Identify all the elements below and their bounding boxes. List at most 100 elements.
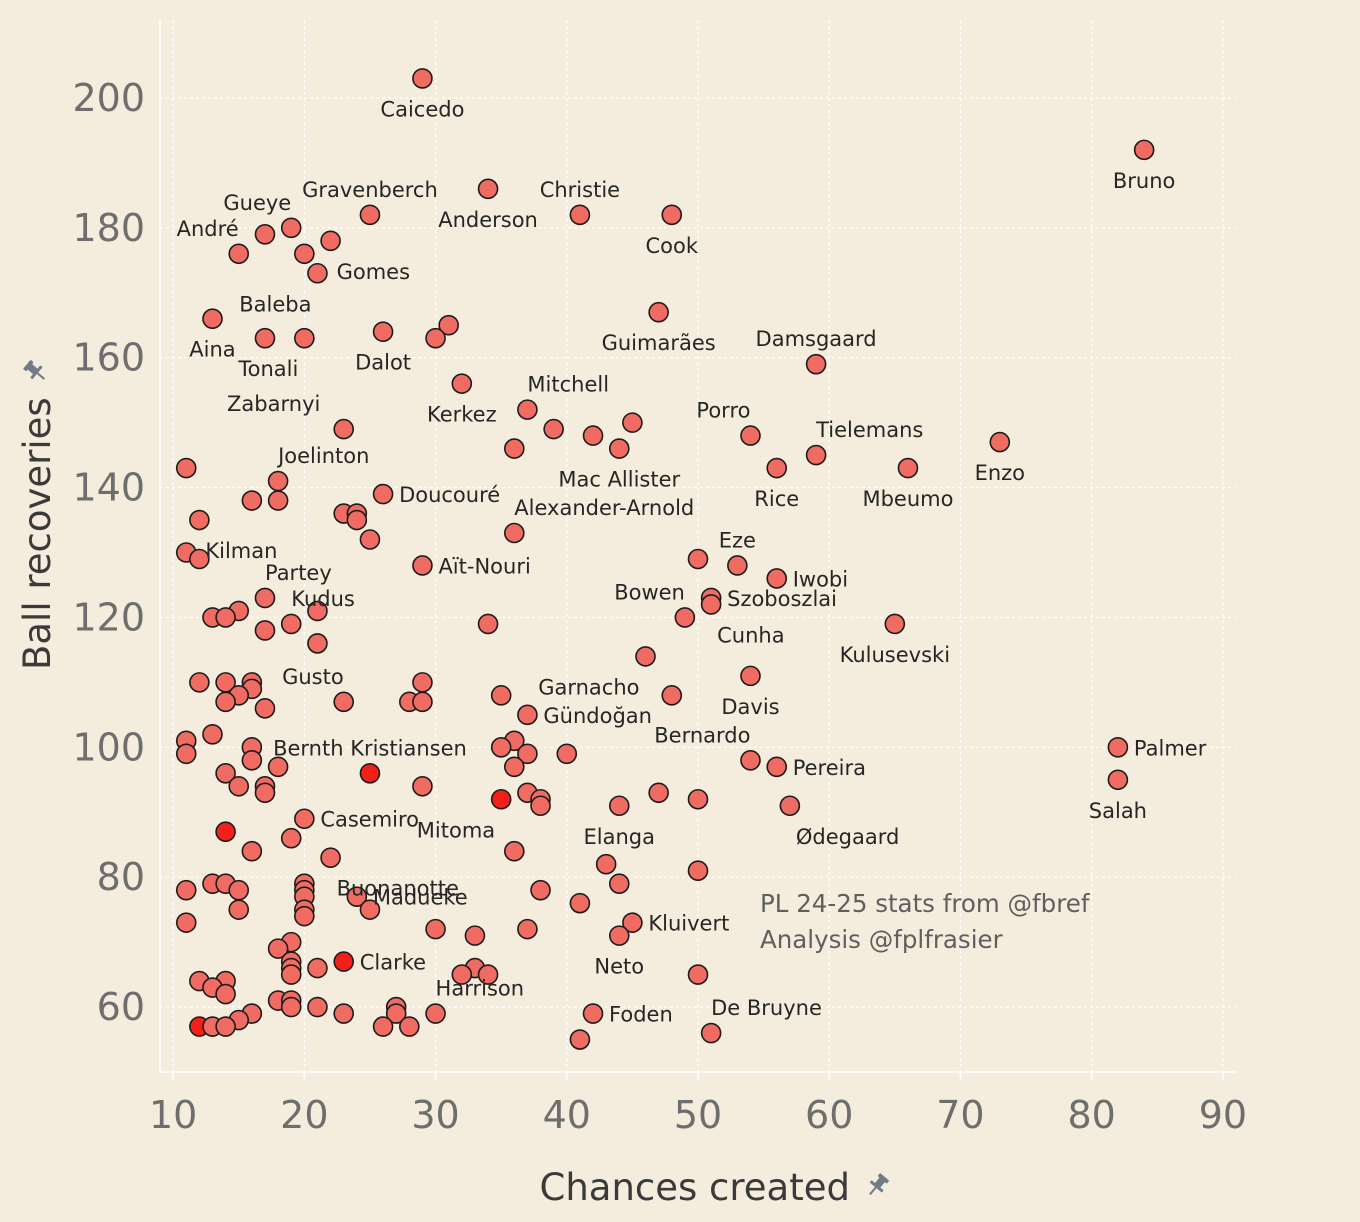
y-axis-title[interactable]: Ball recoveries [16, 397, 59, 670]
data-point[interactable] [333, 418, 355, 440]
data-point[interactable] [294, 905, 315, 927]
data-point[interactable] [280, 964, 302, 985]
data-point[interactable] [241, 840, 263, 862]
data-point[interactable] [294, 808, 315, 830]
data-point[interactable] [175, 912, 197, 933]
data-point[interactable] [215, 762, 236, 784]
data-point[interactable] [700, 1022, 722, 1044]
data-point[interactable] [687, 788, 709, 810]
data-point[interactable] [359, 204, 381, 226]
data-point[interactable] [740, 425, 761, 446]
data-point[interactable] [189, 509, 210, 531]
data-point[interactable] [333, 691, 355, 713]
data-point[interactable] [1107, 737, 1129, 758]
data-point[interactable] [254, 620, 276, 641]
data-point[interactable] [241, 749, 263, 771]
data-point[interactable] [254, 698, 276, 719]
data-point[interactable] [359, 899, 381, 920]
data-point[interactable] [805, 353, 827, 375]
data-point[interactable] [740, 749, 761, 771]
data-point[interactable] [595, 853, 617, 875]
data-point[interactable] [267, 938, 289, 959]
data-point[interactable] [399, 1016, 420, 1037]
data-point[interactable] [425, 918, 446, 940]
data-point[interactable] [674, 607, 696, 628]
data-point[interactable] [687, 860, 709, 881]
data-point[interactable] [228, 243, 250, 265]
data-point[interactable] [267, 490, 289, 511]
data-point[interactable] [503, 522, 525, 544]
data-point[interactable] [1133, 139, 1155, 161]
data-point[interactable] [202, 724, 223, 745]
data-point[interactable] [884, 613, 906, 635]
data-point[interactable] [700, 594, 722, 615]
data-point[interactable] [254, 327, 276, 349]
data-point[interactable] [582, 1003, 604, 1024]
y-axis-pin-icon[interactable] [22, 358, 50, 385]
data-point[interactable] [359, 762, 381, 784]
data-point[interactable] [897, 457, 919, 479]
data-point[interactable] [661, 685, 683, 706]
data-point[interactable] [412, 691, 433, 713]
data-point[interactable] [294, 243, 315, 265]
data-point[interactable] [608, 925, 630, 946]
data-point[interactable] [805, 444, 827, 466]
data-point[interactable] [175, 879, 197, 901]
data-point[interactable] [779, 795, 801, 817]
data-point[interactable] [569, 1029, 591, 1050]
data-point[interactable] [294, 327, 315, 349]
x-axis-title[interactable]: Chances created [540, 1166, 851, 1209]
data-point[interactable] [412, 775, 433, 797]
data-point[interactable] [280, 996, 302, 1018]
data-point[interactable] [175, 457, 197, 479]
data-point[interactable] [477, 178, 499, 200]
data-point[interactable] [451, 373, 473, 394]
data-point[interactable] [766, 568, 788, 589]
data-point[interactable] [333, 1003, 355, 1024]
data-point[interactable] [241, 490, 263, 511]
data-point[interactable] [622, 412, 643, 433]
data-point[interactable] [307, 262, 328, 284]
data-point[interactable] [766, 756, 788, 778]
data-point[interactable] [412, 68, 433, 89]
data-point[interactable] [569, 204, 591, 226]
data-point[interactable] [215, 691, 236, 713]
data-point[interactable] [490, 788, 512, 810]
data-point[interactable] [477, 613, 499, 635]
data-point[interactable] [622, 912, 643, 933]
data-point[interactable] [372, 1016, 394, 1037]
data-point[interactable] [503, 438, 525, 459]
data-point[interactable] [543, 418, 564, 440]
data-point[interactable] [464, 925, 486, 946]
data-point[interactable] [307, 633, 328, 654]
data-point[interactable] [228, 879, 250, 901]
data-point[interactable] [648, 301, 669, 323]
data-point[interactable] [517, 399, 538, 420]
data-point[interactable] [687, 548, 709, 570]
data-point[interactable] [215, 821, 236, 843]
data-point[interactable] [372, 321, 394, 343]
data-point[interactable] [280, 827, 302, 849]
data-point[interactable] [215, 1016, 236, 1037]
data-point[interactable] [189, 672, 210, 693]
data-point[interactable] [503, 840, 525, 862]
data-point[interactable] [648, 782, 669, 804]
data-point[interactable] [661, 204, 683, 226]
data-point[interactable] [228, 775, 250, 797]
data-point[interactable] [517, 743, 538, 765]
data-point[interactable] [530, 795, 551, 817]
data-point[interactable] [280, 613, 302, 635]
data-point[interactable] [530, 879, 551, 901]
data-point[interactable] [412, 555, 433, 576]
data-point[interactable] [175, 743, 197, 765]
data-point[interactable] [503, 756, 525, 778]
data-point[interactable] [425, 1003, 446, 1024]
data-point[interactable] [228, 899, 250, 920]
data-point[interactable] [320, 230, 341, 252]
data-point[interactable] [307, 996, 328, 1018]
data-point[interactable] [687, 964, 709, 985]
data-point[interactable] [254, 223, 276, 245]
data-point[interactable] [189, 548, 210, 570]
data-point[interactable] [451, 964, 473, 985]
data-point[interactable] [254, 782, 276, 804]
